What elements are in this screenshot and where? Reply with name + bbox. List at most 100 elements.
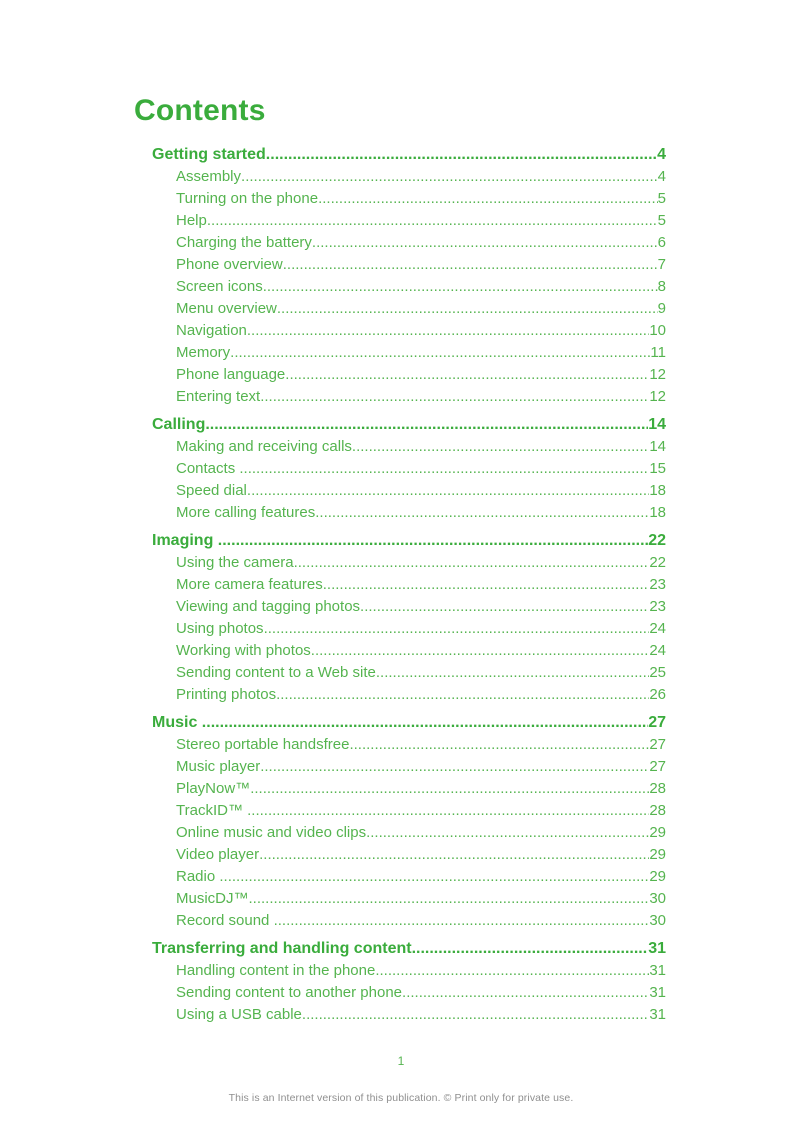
dot-leader: ........................................… (217, 532, 649, 549)
toc-entry-label: Getting started (152, 146, 266, 163)
toc-section-row[interactable]: Music ..................................… (152, 712, 666, 734)
toc-item-row[interactable]: Printing photos.........................… (152, 684, 666, 706)
toc-item-row[interactable]: Contacts ...............................… (152, 458, 666, 480)
toc-entry-label: Screen icons (176, 278, 263, 295)
toc-entry-label: Music player (176, 758, 261, 775)
toc-section-row[interactable]: Calling.................................… (152, 414, 666, 436)
toc-item-row[interactable]: Help....................................… (152, 210, 666, 232)
toc-item-row[interactable]: Using the camera........................… (152, 552, 666, 574)
toc-item-row[interactable]: Using a USB cable.......................… (152, 1004, 666, 1026)
dot-leader: ........................................… (322, 576, 650, 593)
toc-entry-label: Speed dial (176, 482, 247, 499)
page-title: Contents (134, 94, 266, 128)
dot-leader: ........................................… (206, 212, 658, 229)
toc-item-row[interactable]: Online music and video clips............… (152, 822, 666, 844)
dot-leader: ........................................… (318, 190, 658, 207)
toc-entry-label: Stereo portable handsfree (176, 736, 350, 753)
toc: Getting started.........................… (152, 144, 666, 1026)
toc-item-row[interactable]: Phone language..........................… (152, 364, 666, 386)
toc-item-row[interactable]: Handling content in the phone...........… (152, 960, 666, 982)
toc-entry-label: More calling features (176, 504, 316, 521)
toc-item-row[interactable]: More calling features...................… (152, 502, 666, 524)
toc-entry-label: Using a USB cable (176, 1006, 302, 1023)
toc-entry-label: Menu overview (176, 300, 277, 317)
toc-item-row[interactable]: Assembly................................… (152, 166, 666, 188)
dot-leader: ........................................… (247, 802, 649, 819)
toc-entry-label: Sending content to a Web site (176, 664, 376, 681)
toc-page-number: 25 (649, 664, 666, 681)
toc-page-number: 29 (649, 846, 666, 863)
toc-page-number: 27 (648, 714, 666, 731)
toc-entry-label: MusicDJ™ (176, 890, 249, 907)
toc-page-number: 23 (649, 598, 666, 615)
toc-page-number: 31 (649, 984, 666, 1001)
toc-entry-label: PlayNow™ (176, 780, 251, 797)
toc-entry-label: Phone language (176, 366, 286, 383)
dot-leader: ........................................… (276, 686, 649, 703)
toc-page-number: 27 (649, 736, 666, 753)
toc-entry-label: Working with photos (176, 642, 311, 659)
dot-leader: ........................................… (246, 482, 649, 499)
toc-page-number: 18 (649, 482, 666, 499)
toc-page-number: 27 (649, 758, 666, 775)
toc-item-row[interactable]: Video player............................… (152, 844, 666, 866)
toc-item-row[interactable]: Turning on the phone....................… (152, 188, 666, 210)
toc-page-number: 9 (657, 300, 666, 317)
toc-item-row[interactable]: Navigation..............................… (152, 320, 666, 342)
dot-leader: ........................................… (241, 168, 658, 185)
toc-page-number: 14 (649, 438, 666, 455)
toc-page-number: 29 (649, 868, 666, 885)
dot-leader: ........................................… (366, 824, 650, 841)
toc-item-row[interactable]: Memory..................................… (152, 342, 666, 364)
dot-leader: ........................................… (351, 438, 650, 455)
dot-leader: ........................................… (260, 758, 649, 775)
toc-item-row[interactable]: MusicDJ™................................… (152, 888, 666, 910)
toc-item-row[interactable]: Sending content to a Web site...........… (152, 662, 666, 684)
toc-section-row[interactable]: Getting started.........................… (152, 144, 666, 166)
dot-leader: ........................................… (262, 278, 658, 295)
dot-leader: ........................................… (282, 256, 658, 273)
toc-item-row[interactable]: Working with photos.....................… (152, 640, 666, 662)
toc-section-row[interactable]: Transferring and handling content.......… (152, 938, 666, 960)
dot-leader: ........................................… (375, 664, 649, 681)
toc-entry-label: Music (152, 714, 202, 731)
toc-page-number: 24 (649, 620, 666, 637)
toc-page-number: 18 (649, 504, 666, 521)
toc-entry-label: Transferring and handling content (152, 940, 412, 957)
toc-item-row[interactable]: Menu overview...........................… (152, 298, 666, 320)
toc-page-number: 5 (657, 190, 666, 207)
toc-page-number: 4 (657, 146, 666, 163)
toc-page-number: 31 (648, 940, 666, 957)
toc-item-row[interactable]: Radio ..................................… (152, 866, 666, 888)
toc-page-number: 23 (649, 576, 666, 593)
footer-disclaimer: This is an Internet version of this publ… (228, 1092, 574, 1104)
toc-page-number: 30 (649, 912, 666, 929)
toc-item-row[interactable]: Entering text...........................… (152, 386, 666, 408)
toc-item-row[interactable]: More camera features....................… (152, 574, 666, 596)
toc-page-number: 6 (657, 234, 666, 251)
toc-section-row[interactable]: Imaging ................................… (152, 530, 666, 552)
toc-page-number: 22 (649, 554, 666, 571)
toc-item-row[interactable]: Charging the battery....................… (152, 232, 666, 254)
toc-item-row[interactable]: Phone overview..........................… (152, 254, 666, 276)
toc-item-row[interactable]: PlayNow™................................… (152, 778, 666, 800)
toc-entry-label: TrackID™ (176, 802, 248, 819)
toc-page-number: 11 (650, 344, 666, 361)
toc-entry-label: Charging the battery (176, 234, 312, 251)
toc-item-row[interactable]: Music player............................… (152, 756, 666, 778)
toc-item-row[interactable]: Speed dial..............................… (152, 480, 666, 502)
toc-item-row[interactable]: Screen icons............................… (152, 276, 666, 298)
toc-entry-label: Assembly (176, 168, 242, 185)
toc-item-row[interactable]: Viewing and tagging photos..............… (152, 596, 666, 618)
toc-item-row[interactable]: TrackID™ ...............................… (152, 800, 666, 822)
toc-item-row[interactable]: Making and receiving calls..............… (152, 436, 666, 458)
toc-item-row[interactable]: Stereo portable handsfree...............… (152, 734, 666, 756)
toc-entry-label: Sending content to another phone (176, 984, 403, 1001)
toc-item-row[interactable]: Sending content to another phone........… (152, 982, 666, 1004)
toc-item-row[interactable]: Using photos............................… (152, 618, 666, 640)
toc-item-row[interactable]: Record sound ...........................… (152, 910, 666, 932)
toc-page-number: 26 (649, 686, 666, 703)
toc-page-number: 8 (657, 278, 666, 295)
toc-entry-label: Using the camera (176, 554, 294, 571)
dot-leader: ........................................… (230, 344, 650, 361)
